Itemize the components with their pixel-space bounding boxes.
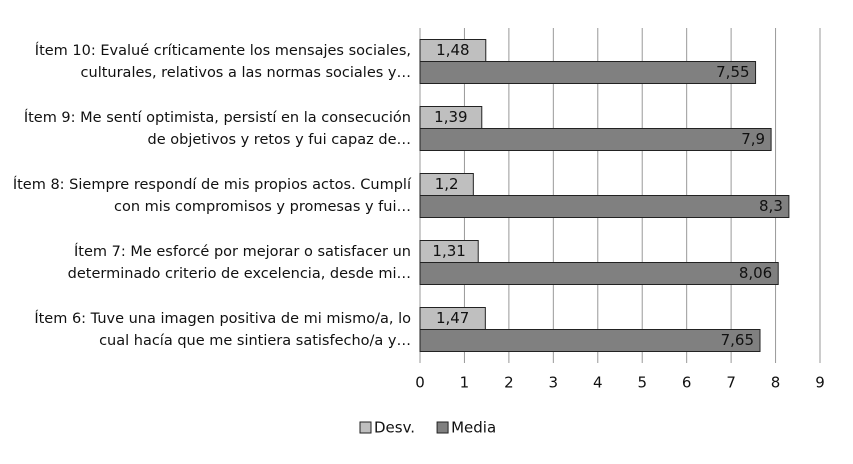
- value-label: 1,2: [435, 175, 459, 193]
- x-tick-label: 8: [771, 374, 781, 392]
- x-tick-label: 5: [637, 374, 647, 392]
- x-tick-label: 6: [682, 374, 692, 392]
- category-label: Ítem 9: Me sentí optimista, persistí en …: [23, 109, 411, 148]
- value-label: 1,48: [436, 41, 469, 59]
- legend-label: Media: [451, 419, 496, 437]
- x-tick-label: 9: [815, 374, 825, 392]
- x-tick-label: 3: [549, 374, 559, 392]
- category-label: Ítem 6: Tuve una imagen positiva de mi m…: [34, 310, 411, 349]
- value-label: 8,06: [739, 264, 772, 282]
- category-label: Ítem 7: Me esforcé por mejorar o satisfa…: [67, 243, 411, 282]
- value-label: 1,47: [436, 309, 469, 327]
- value-label: 7,65: [721, 331, 754, 349]
- value-label: 8,3: [759, 197, 783, 215]
- bar: [419, 329, 761, 352]
- value-label: 7,55: [716, 63, 749, 81]
- x-tick-label: 1: [460, 374, 470, 392]
- bar: [419, 262, 779, 285]
- bar: [419, 128, 772, 151]
- category-label: Ítem 10: Evalué críticamente los mensaje…: [34, 42, 411, 81]
- category-label: Ítem 8: Siempre respondí de mis propios …: [12, 176, 411, 215]
- bar: [419, 61, 757, 84]
- value-label: 1,39: [434, 108, 467, 126]
- x-tick-label: 0: [415, 374, 425, 392]
- legend-swatch: [436, 421, 449, 434]
- x-tick-label: 4: [593, 374, 603, 392]
- value-label: 1,31: [432, 242, 465, 260]
- x-tick-label: 7: [726, 374, 736, 392]
- value-label: 7,9: [741, 130, 765, 148]
- legend-label: Desv.: [374, 419, 415, 437]
- bar: [419, 195, 790, 218]
- x-tick-label: 2: [504, 374, 514, 392]
- legend-swatch: [359, 421, 372, 434]
